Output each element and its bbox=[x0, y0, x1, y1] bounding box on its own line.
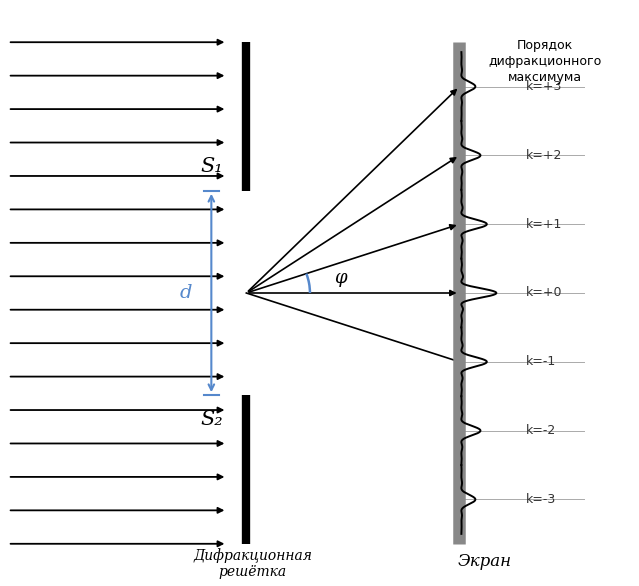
Text: k=+2: k=+2 bbox=[527, 149, 563, 162]
Text: d: d bbox=[180, 284, 192, 302]
Text: φ: φ bbox=[334, 269, 346, 287]
Text: k=-3: k=-3 bbox=[527, 493, 557, 506]
Text: k=-1: k=-1 bbox=[527, 355, 557, 369]
Text: S₁: S₁ bbox=[200, 158, 222, 176]
Text: k=+0: k=+0 bbox=[527, 287, 563, 299]
Text: S₂: S₂ bbox=[200, 410, 222, 428]
Text: k=+1: k=+1 bbox=[527, 217, 563, 231]
Text: k=-2: k=-2 bbox=[527, 424, 557, 437]
Text: Экран: Экран bbox=[458, 553, 512, 570]
Text: k=+3: k=+3 bbox=[527, 80, 563, 93]
Text: Порядок
дифракционного
максимума: Порядок дифракционного максимума bbox=[489, 39, 602, 84]
Text: Дифракционная
решётка: Дифракционная решётка bbox=[193, 548, 312, 579]
